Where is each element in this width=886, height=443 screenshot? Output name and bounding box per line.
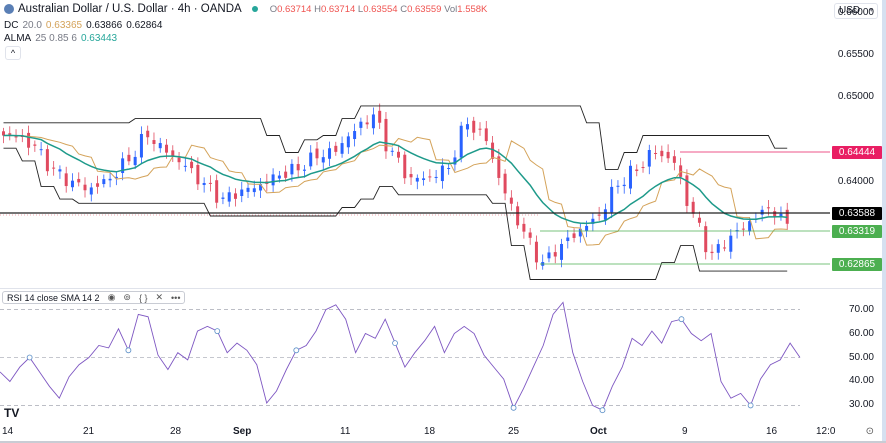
close-icon[interactable]: ✕ <box>155 292 164 302</box>
rsi-label: RSI 14 close SMA 14 2 <box>7 292 100 303</box>
symbol-title[interactable]: Australian Dollar / U.S. Dollar · 4h · O… <box>18 3 242 15</box>
time-axis-label: 25 <box>508 426 520 437</box>
time-axis-label: 12:0 <box>816 426 836 437</box>
price-axis-label: 0.65000 <box>837 91 874 103</box>
price-axis-label: 0.65500 <box>837 49 874 61</box>
price-tag: 0.63588 <box>832 207 882 220</box>
time-axis-label: 18 <box>424 426 436 437</box>
time-axis-label: 28 <box>170 426 182 437</box>
price-axis-label: 0.64000 <box>837 176 874 188</box>
dc-name: DC <box>4 20 19 31</box>
window-edge <box>882 0 886 443</box>
time-axis-label: Sep <box>233 426 252 437</box>
time-axis-label: 16 <box>766 426 778 437</box>
time-axis-label: 14 <box>2 426 14 437</box>
more-icon[interactable]: ••• <box>171 292 181 303</box>
collapse-legend-button[interactable]: ^ <box>5 46 21 60</box>
rsi-axis-label: 70.00 <box>848 303 874 315</box>
settings-icon[interactable]: ⊚ <box>123 292 131 302</box>
currency-value: USD <box>839 5 861 16</box>
axis-settings-icon[interactable]: ⊙ <box>865 426 874 437</box>
rsi-axis-label: 40.00 <box>848 375 874 387</box>
price-tag: 0.62865 <box>832 258 882 271</box>
ohlc-values: O0.63714 H0.63714 L0.63554 C0.63559 Vol1… <box>269 3 488 15</box>
symbol-icon <box>4 4 14 14</box>
source-code-icon[interactable]: { } <box>138 292 148 303</box>
rsi-axis-label: 60.00 <box>848 327 874 339</box>
dc-params: 20.0 <box>22 20 42 31</box>
time-axis-label: 11 <box>340 426 351 437</box>
dc-lower: 0.62864 <box>126 20 163 31</box>
price-axis-label: 0.66000 <box>837 6 874 18</box>
dc-upper: 0.63866 <box>86 20 123 31</box>
price-tag: 0.63319 <box>832 225 882 238</box>
bottom-edge <box>0 441 886 443</box>
chevron-down-icon: ▾ <box>869 7 873 14</box>
market-status-icon <box>251 6 258 12</box>
dc-legend[interactable]: DC 20.0 0.63365 0.63866 0.62864 <box>4 20 162 31</box>
time-axis-label: 21 <box>83 426 95 437</box>
alma-legend[interactable]: ALMA 25 0.85 6 0.63443 <box>4 33 117 44</box>
dc-basis: 0.63365 <box>45 20 83 31</box>
alma-params: 25 0.85 6 <box>35 33 77 44</box>
time-axis-label: 9 <box>682 426 688 437</box>
symbol-legend: Australian Dollar / U.S. Dollar · 4h · O… <box>4 3 487 15</box>
time-axis-label: Oct <box>590 426 607 437</box>
rsi-legend[interactable]: RSI 14 close SMA 14 2 ◉ ⊚ { } ✕ ••• <box>2 291 186 304</box>
currency-select[interactable]: USD ▾ <box>834 3 878 19</box>
price-tag: 0.64444 <box>832 146 882 159</box>
rsi-axis-label: 50.00 <box>848 351 874 363</box>
eye-icon[interactable]: ◉ <box>107 292 116 302</box>
rsi-axis-label: 30.00 <box>848 399 874 411</box>
alma-name: ALMA <box>4 33 32 44</box>
pane-separator[interactable] <box>0 288 882 289</box>
tradingview-logo[interactable]: TV <box>4 406 20 420</box>
alma-value: 0.63443 <box>80 33 118 44</box>
